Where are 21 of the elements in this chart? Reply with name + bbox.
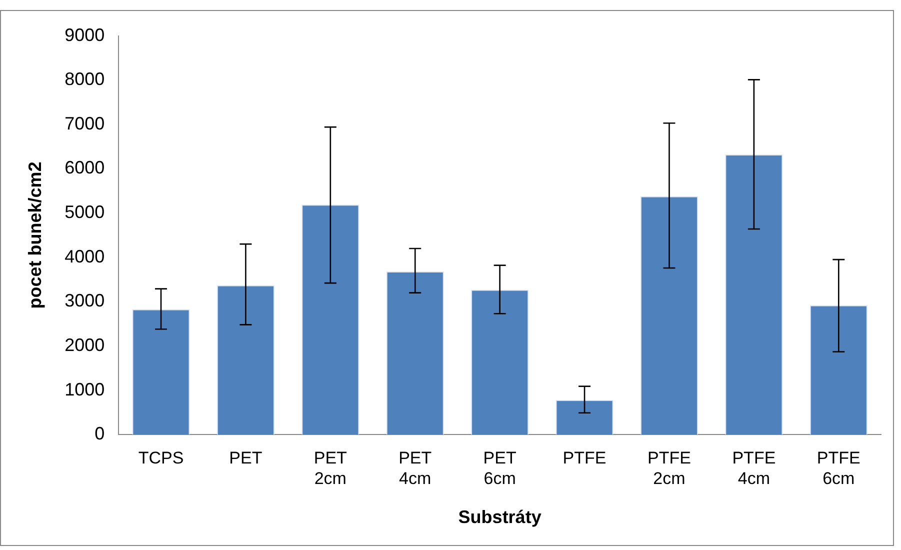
y-tick-label: 4000 (64, 246, 105, 266)
y-tick-label: 5000 (64, 202, 105, 222)
y-tick-label: 1000 (64, 379, 105, 400)
x-tick-label: PET 6cm (483, 448, 516, 488)
y-tick-label: 8000 (64, 69, 105, 90)
x-tick-label: PTFE 6cm (816, 448, 860, 488)
x-tick-label: PET 4cm (398, 448, 432, 488)
x-axis-title: Substráty (458, 507, 542, 528)
y-tick-label: 3000 (64, 290, 105, 311)
y-tick-label: 6000 (64, 158, 105, 178)
x-tick-label: PTFE 2cm (648, 448, 691, 488)
x-tick-label: PET (229, 448, 262, 468)
y-tick-label: 2000 (64, 334, 105, 355)
x-tick-label: PTFE (562, 448, 606, 468)
x-tick-label: PTFE 4cm (732, 448, 776, 488)
y-tick-label: 9000 (64, 24, 105, 45)
y-tick-label: 7000 (64, 113, 105, 134)
x-tick-label: TCPS (138, 448, 184, 468)
x-tick-label: PET 2cm (314, 448, 347, 488)
y-axis-title: pocet bunek/cm2 (24, 162, 45, 309)
y-tick-label: 0 (94, 424, 105, 444)
